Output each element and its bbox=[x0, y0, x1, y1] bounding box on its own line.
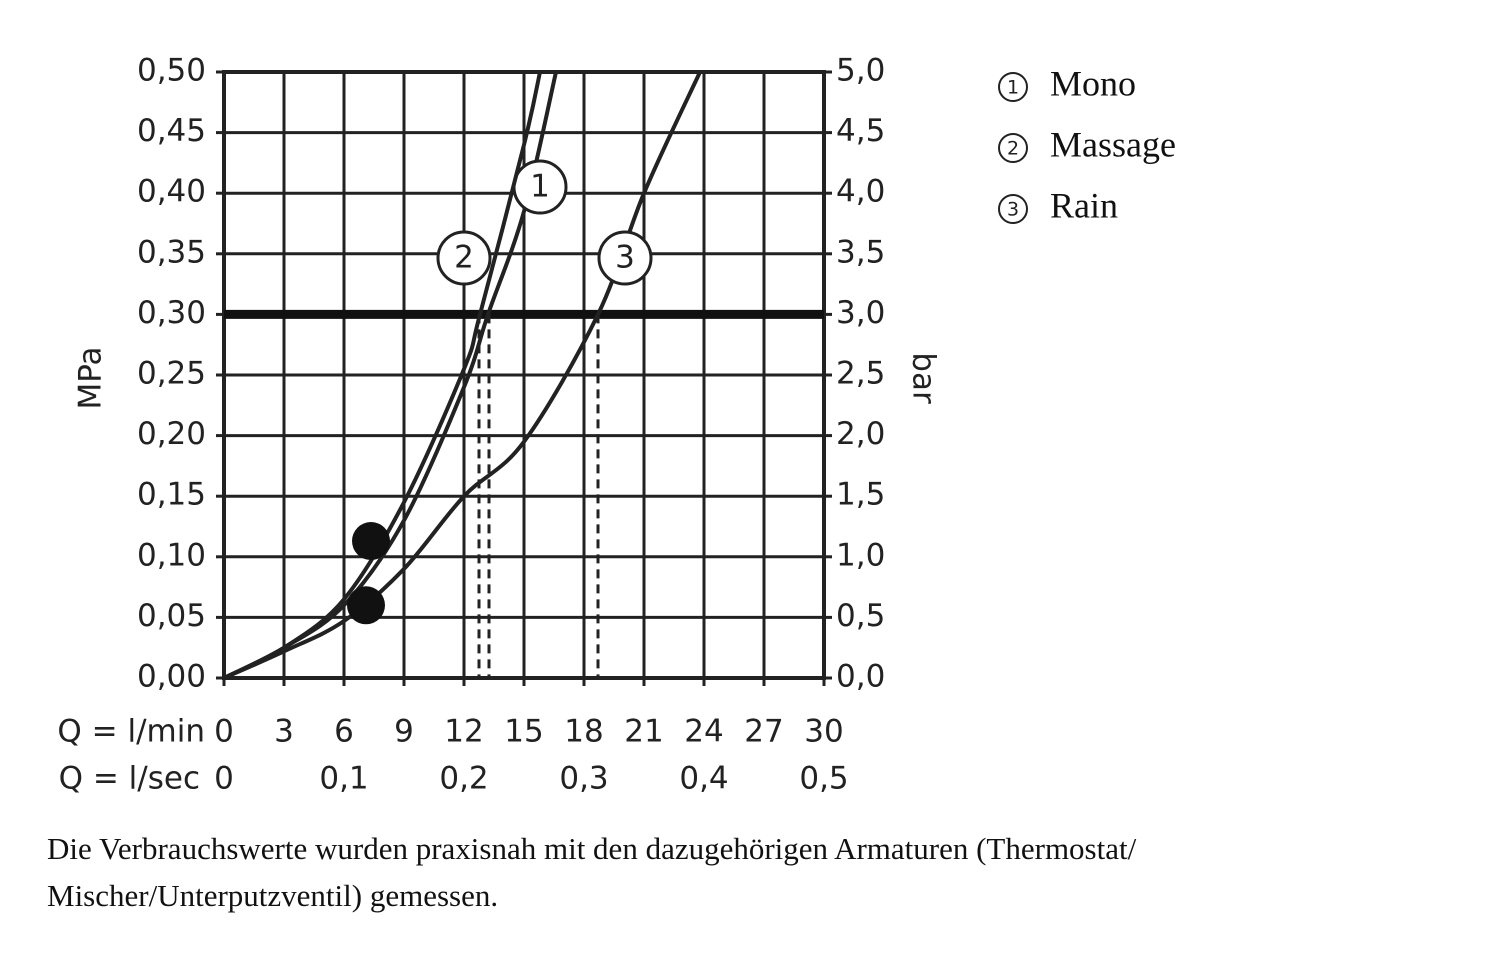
x-tick-label: 21 bbox=[624, 714, 663, 750]
x-tick-label: 3 bbox=[274, 714, 294, 750]
y2-tick-label: 4,5 bbox=[836, 113, 885, 149]
legend-label: Massage bbox=[1050, 124, 1176, 164]
y-tick-label: 0,35 bbox=[137, 234, 206, 270]
curve bbox=[223, 71, 702, 680]
x-tick-label: 18 bbox=[564, 714, 603, 750]
y2-tick-label: 3,5 bbox=[836, 234, 885, 270]
y2-tick-label: 3,0 bbox=[836, 295, 885, 331]
x-tick-label: 12 bbox=[444, 714, 483, 750]
y-tick-label: 0,50 bbox=[137, 53, 206, 89]
y2-tick-label: 0,5 bbox=[836, 598, 885, 634]
x2-tick-label: 0,4 bbox=[679, 761, 728, 797]
footnote: Mischer/Unterputzventil) gemessen. bbox=[47, 878, 498, 913]
x-tick-label: 27 bbox=[744, 714, 783, 750]
y-tick-label: 0,05 bbox=[137, 598, 206, 634]
y-tick-label: 0,25 bbox=[137, 356, 206, 392]
marker bbox=[352, 522, 390, 561]
y-tick-label: 0,20 bbox=[137, 416, 206, 452]
y-axis-label: MPa bbox=[73, 346, 109, 409]
x-axis-label: Q = l/min bbox=[57, 714, 205, 750]
legend-symbol bbox=[998, 72, 1028, 102]
y2-tick-label: 0,0 bbox=[836, 659, 885, 695]
curve-tag-label: 2 bbox=[454, 240, 474, 276]
x2-tick-label: 0,5 bbox=[799, 761, 848, 797]
y-tick-label: 0,45 bbox=[137, 113, 206, 149]
y-tick-label: 0,15 bbox=[137, 477, 206, 513]
curve-tag-label: 1 bbox=[530, 169, 550, 205]
curve-tag bbox=[597, 230, 653, 286]
x-tick-label: 0 bbox=[214, 714, 234, 750]
y2-tick-label: 1,5 bbox=[836, 477, 885, 513]
y2-axis-label: bar bbox=[906, 352, 942, 404]
x2-tick-label: 0,3 bbox=[559, 761, 608, 797]
x2-tick-label: 0,2 bbox=[439, 761, 488, 797]
y2-tick-label: 2,5 bbox=[836, 356, 885, 392]
legend-symbol-label: 3 bbox=[1007, 199, 1019, 221]
x-tick-label: 24 bbox=[684, 714, 723, 750]
x-tick-label: 9 bbox=[394, 714, 414, 750]
legend-label: Rain bbox=[1050, 185, 1118, 225]
curve-tag-label: 3 bbox=[615, 240, 635, 276]
y2-tick-label: 5,0 bbox=[836, 53, 885, 89]
x2-tick-label: 0,1 bbox=[319, 761, 368, 797]
curve bbox=[223, 71, 542, 680]
y2-tick-label: 4,0 bbox=[836, 174, 885, 210]
legend-symbol-label: 2 bbox=[1007, 138, 1019, 160]
footnote: Die Verbrauchswerte wurden praxisnah mit… bbox=[47, 831, 1137, 866]
y2-tick-label: 2,0 bbox=[836, 416, 885, 452]
x2-tick-label: 0 bbox=[214, 761, 234, 797]
y2-tick-label: 1,0 bbox=[836, 537, 885, 573]
legend-symbol-label: 1 bbox=[1007, 77, 1019, 99]
x-tick-label: 15 bbox=[504, 714, 543, 750]
x-tick-label: 6 bbox=[334, 714, 354, 750]
x2-axis-label: Q = l/sec bbox=[59, 761, 200, 797]
y-tick-label: 0,30 bbox=[137, 295, 206, 331]
y-tick-label: 0,10 bbox=[137, 537, 206, 573]
legend-symbol bbox=[998, 194, 1028, 224]
legend-label: Mono bbox=[1050, 63, 1136, 103]
plot-frame bbox=[222, 70, 826, 680]
marker bbox=[347, 586, 385, 625]
legend-symbol bbox=[998, 133, 1028, 163]
y-tick-label: 0,00 bbox=[137, 659, 206, 695]
x-tick-label: 30 bbox=[804, 714, 843, 750]
y-tick-label: 0,40 bbox=[137, 174, 206, 210]
curve-tag bbox=[436, 230, 492, 286]
